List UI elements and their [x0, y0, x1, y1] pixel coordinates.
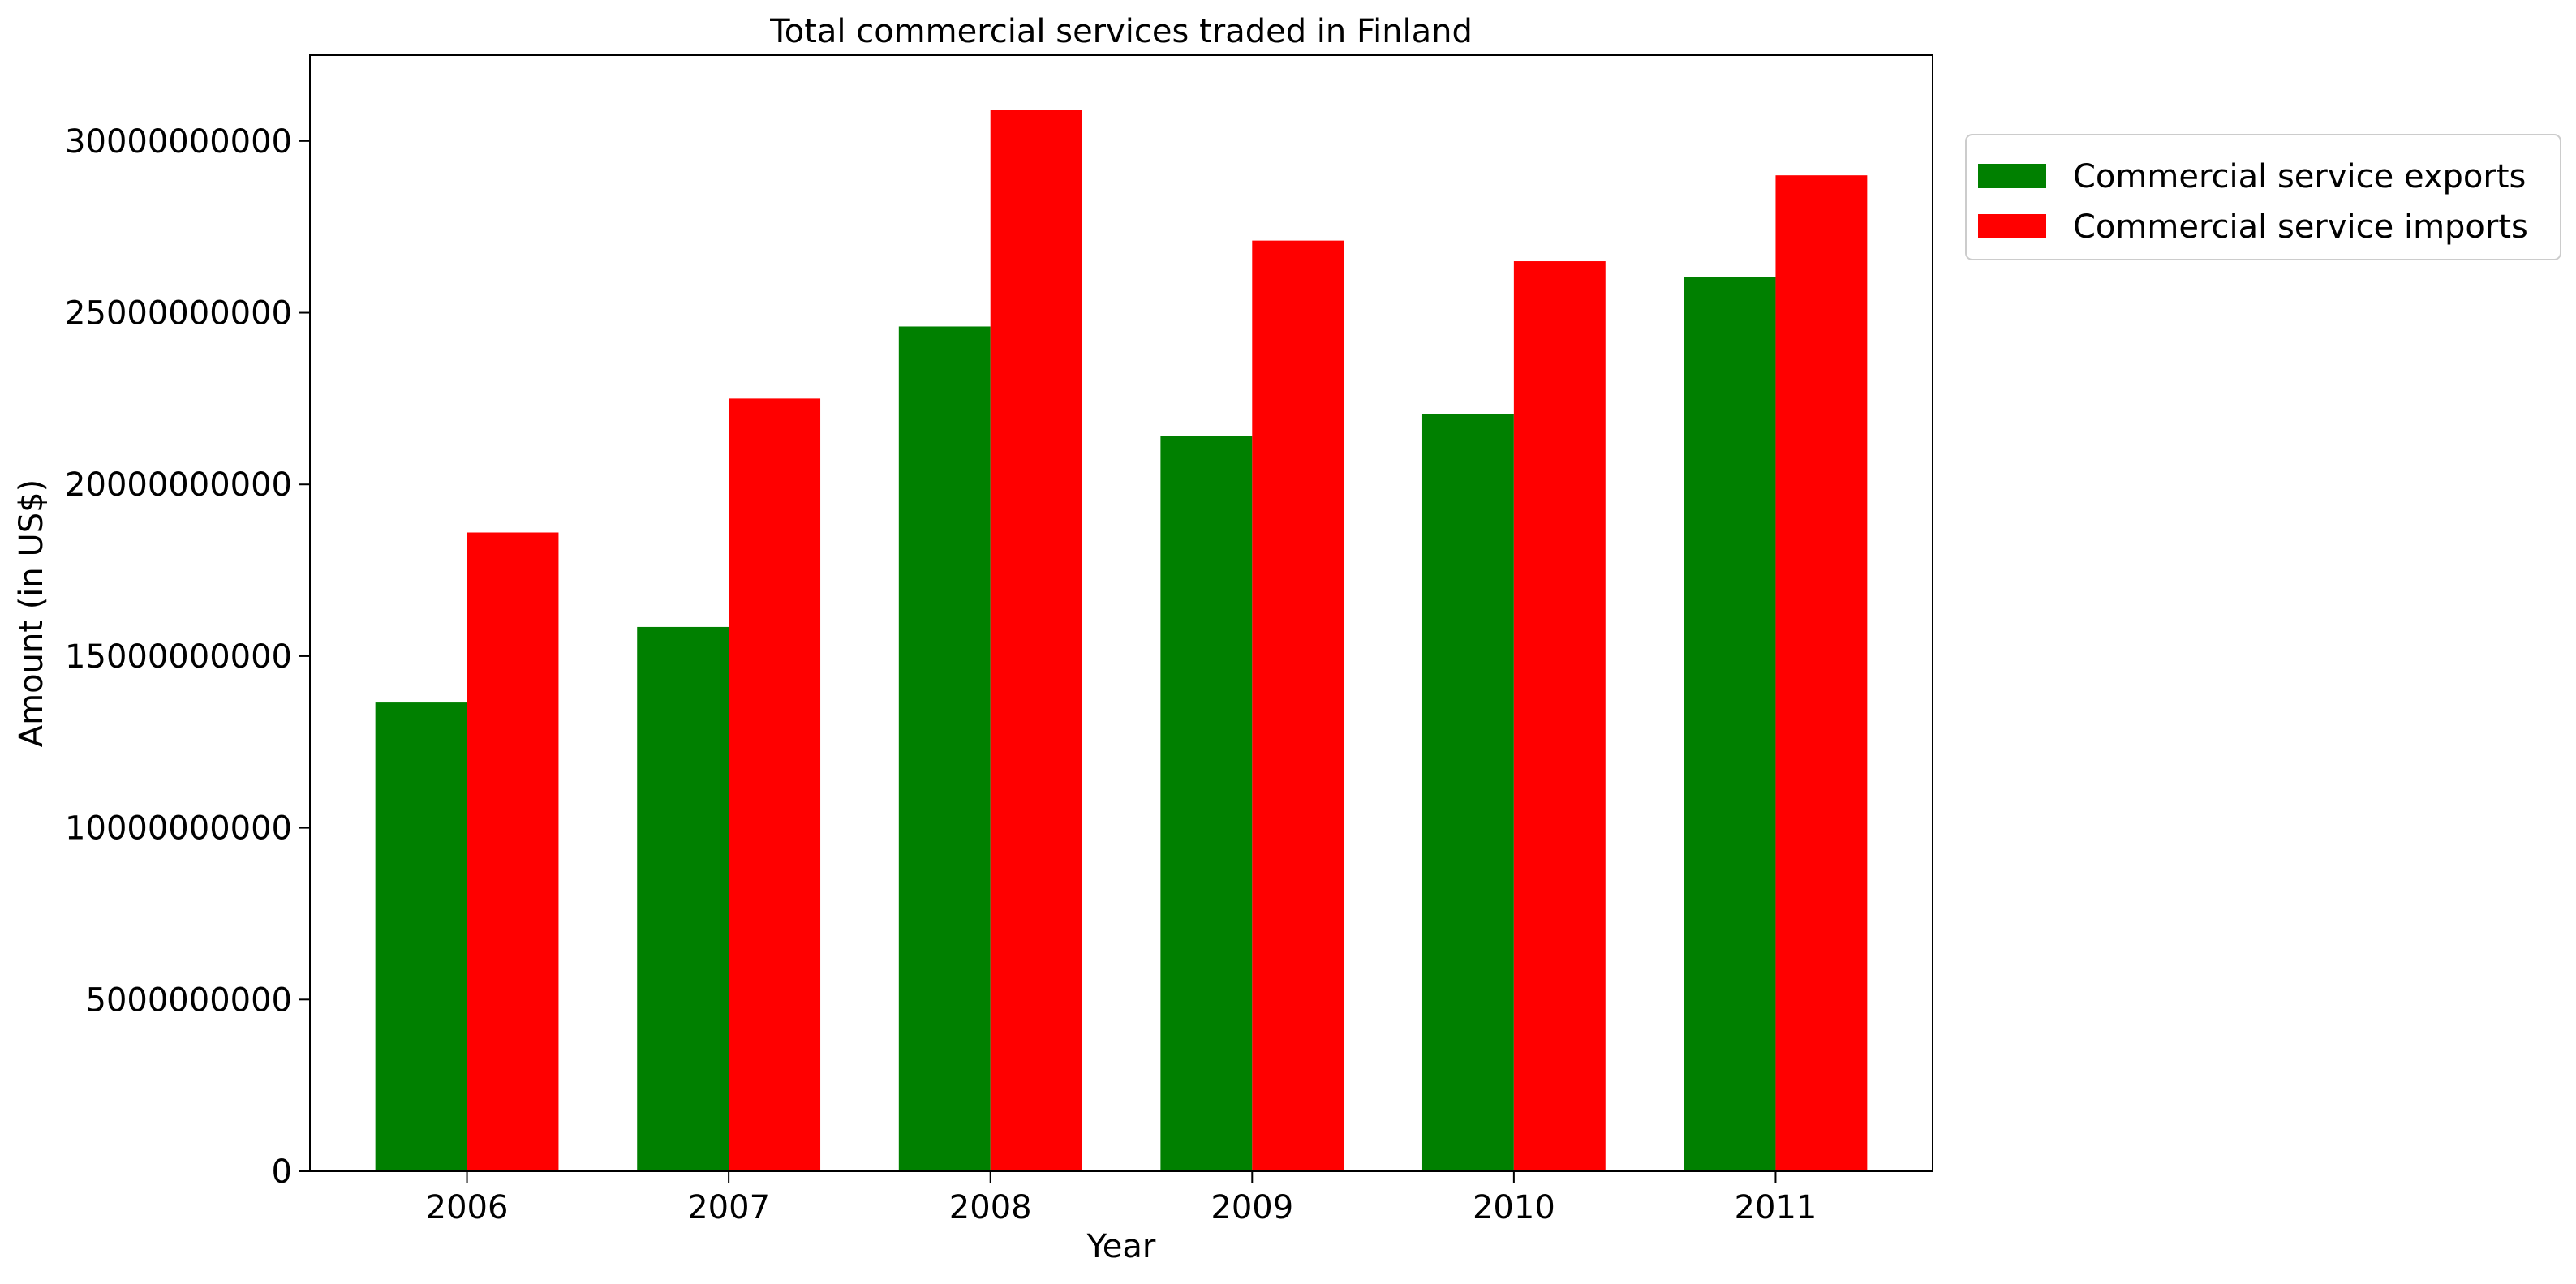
y-tick-label: 5000000000 [86, 981, 293, 1019]
x-tick-label-2010: 2010 [1473, 1189, 1555, 1226]
bars-layer [375, 110, 1868, 1172]
y-tick-label: 25000000000 [65, 295, 292, 333]
plot-frame [309, 54, 1933, 1172]
x-tick-label-2011: 2011 [1735, 1189, 1817, 1226]
y-tick-label: 20000000000 [65, 466, 292, 504]
chart-title: Total commercial services traded in Finl… [769, 13, 1473, 50]
bar-commercial-service-imports-2006 [467, 532, 559, 1171]
x-tick-label-2007: 2007 [687, 1189, 770, 1226]
y-tick-label: 10000000000 [65, 810, 292, 848]
legend-items: Commercial service exports Commercial ser… [1978, 158, 2528, 246]
legend-label: Commercial service exports [2073, 158, 2526, 195]
bar-commercial-service-exports-2007 [637, 626, 729, 1171]
y-tick-label: 30000000000 [65, 123, 292, 161]
bar-commercial-service-exports-2006 [375, 702, 467, 1171]
y-tick-label: 0 [272, 1153, 292, 1191]
x-axis: 2006 2007 2008 2009 2010 2011 [426, 1171, 1817, 1226]
y-tick-label: 15000000000 [65, 638, 292, 676]
legend-swatch [1978, 214, 2046, 238]
y-axis-label: Amount (in US$) [13, 479, 50, 747]
bar-commercial-service-exports-2010 [1421, 414, 1514, 1172]
x-tick-label-2006: 2006 [426, 1189, 509, 1226]
legend-label: Commercial service imports [2073, 208, 2528, 246]
legend-swatch [1978, 164, 2046, 188]
bar-commercial-service-exports-2009 [1160, 436, 1253, 1171]
x-axis-label: Year [1086, 1228, 1156, 1265]
legend-frame [1965, 134, 2561, 260]
bar-commercial-service-exports-2011 [1684, 277, 1776, 1172]
bar-commercial-service-imports-2009 [1252, 240, 1344, 1171]
y-axis: 0 5000000000 10000000000 15000000000 2000000… [65, 123, 310, 1191]
bar-commercial-service-imports-2011 [1775, 175, 1868, 1172]
bar-commercial-service-imports-2010 [1513, 261, 1606, 1171]
bar-commercial-service-exports-2008 [898, 326, 991, 1171]
bar-commercial-service-imports-2007 [729, 398, 821, 1171]
x-tick-label-2008: 2008 [949, 1189, 1032, 1226]
x-tick-label-2009: 2009 [1211, 1189, 1293, 1226]
bar-commercial-service-imports-2008 [990, 110, 1082, 1171]
legend: Commercial service exports Commercial ser… [1965, 134, 2561, 260]
